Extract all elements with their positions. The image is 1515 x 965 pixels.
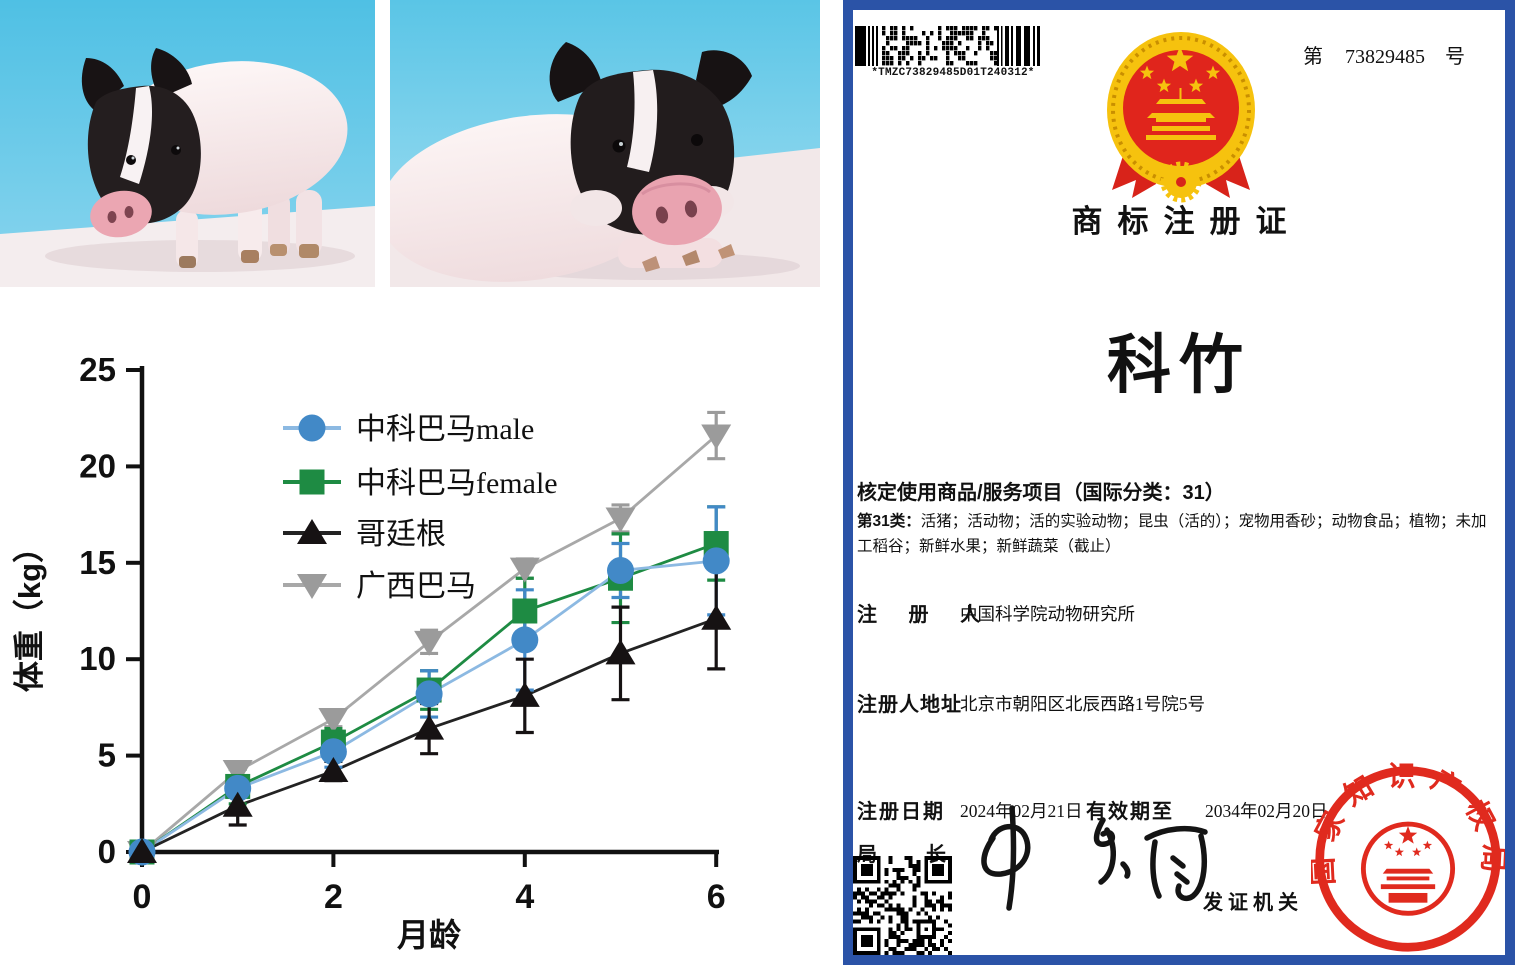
valid-until-label: 有效期至 bbox=[1086, 801, 1174, 823]
registration-date-value: 2024年02月21日 bbox=[960, 801, 1083, 821]
x-tick-label: 2 bbox=[324, 878, 343, 916]
registration-date-label: 注册日期 bbox=[857, 801, 945, 823]
x-tick-label: 6 bbox=[707, 878, 726, 916]
legend-item-3: 广西巴马 bbox=[283, 570, 476, 603]
x-tick-label: 4 bbox=[515, 878, 534, 916]
series-errorbars-1 bbox=[228, 505, 726, 806]
photo-piglet-lying bbox=[390, 0, 820, 287]
y-axis-label: 体重（kg） bbox=[12, 532, 47, 692]
piglet-1 bbox=[81, 48, 348, 268]
legend-label: 哥廷根 bbox=[356, 518, 446, 551]
certificate-title: 商标注册证 bbox=[1071, 204, 1302, 239]
legend-label: 中科巴马male bbox=[356, 413, 534, 446]
tiananmen-gate bbox=[1146, 88, 1216, 140]
director-label: 局 bbox=[857, 844, 877, 866]
national-emblem-icon bbox=[1107, 32, 1255, 203]
barcode-text: *TMZC73829485D01T240312* bbox=[871, 67, 1035, 79]
registrant-label: 注 册 人 bbox=[857, 604, 994, 626]
piglet-2 bbox=[390, 42, 752, 282]
y-tick-label: 15 bbox=[79, 544, 116, 581]
issuer-label: 发证机关 bbox=[1203, 892, 1303, 914]
seal-emblem bbox=[1360, 821, 1456, 916]
goods-class-label: 第31类： bbox=[857, 513, 921, 530]
official-seal-icon: 国家知识产权局 bbox=[1311, 760, 1501, 952]
legend-label: 中科巴马female bbox=[356, 467, 558, 500]
legend-label: 广西巴马 bbox=[356, 570, 476, 603]
y-tick-label: 10 bbox=[79, 640, 116, 677]
legend-item-1: 中科巴马female bbox=[283, 467, 558, 500]
trademark-name: 科竹 bbox=[1107, 329, 1251, 401]
y-tick-label: 0 bbox=[98, 833, 116, 870]
y-tick-label: 5 bbox=[98, 737, 116, 774]
address-value: 北京市朝阳区北辰西路1号院5号 bbox=[960, 694, 1205, 714]
legend-item-2: 哥廷根 bbox=[283, 518, 446, 551]
x-axis-label: 月龄 bbox=[397, 917, 461, 953]
barcode bbox=[855, 26, 1040, 66]
qr-code bbox=[853, 856, 952, 955]
photo-piglet-standing bbox=[0, 0, 375, 287]
series-markers-2 bbox=[127, 604, 732, 863]
y-tick-label: 25 bbox=[79, 351, 116, 388]
director-signature bbox=[981, 805, 1208, 911]
goods-items: 活猪；活动物；活的实验动物；昆虫（活的）；宠物用香砂；动物食品；植物；未加工稻谷… bbox=[857, 513, 1487, 555]
goods-text: 第31类：活猪；活动物；活的实验动物；昆虫（活的）；宠物用香砂；动物食品；植物；… bbox=[857, 509, 1497, 559]
number-value: 73829485 bbox=[1345, 46, 1425, 68]
series-markers-0 bbox=[128, 547, 730, 866]
certificate: *TMZC73829485D01T240312* bbox=[843, 0, 1515, 965]
y-tick-label: 20 bbox=[79, 447, 116, 484]
goods-heading: 核定使用商品/服务项目（国际分类：31） bbox=[857, 482, 1225, 504]
legend-item-0: 中科巴马male bbox=[283, 413, 534, 446]
registrant-value: 中国科学院动物研究所 bbox=[960, 604, 1135, 624]
growth-chart: 0 5 10 15 20 25 0 2 4 6 体重（kg） 月龄 中科巴马male 中科巴马female… bbox=[12, 351, 732, 953]
director-label-2: 长 bbox=[926, 844, 946, 866]
number-suffix: 号 bbox=[1445, 46, 1465, 68]
x-tick-label: 0 bbox=[133, 878, 152, 916]
address-label: 注册人地址 bbox=[857, 694, 962, 716]
valid-until-value: 2034年02月20日 bbox=[1205, 801, 1328, 821]
certificate-number: 第 73829485 号 bbox=[1303, 40, 1503, 69]
series-errorbars-2 bbox=[228, 566, 726, 827]
number-prefix: 第 bbox=[1303, 46, 1323, 68]
